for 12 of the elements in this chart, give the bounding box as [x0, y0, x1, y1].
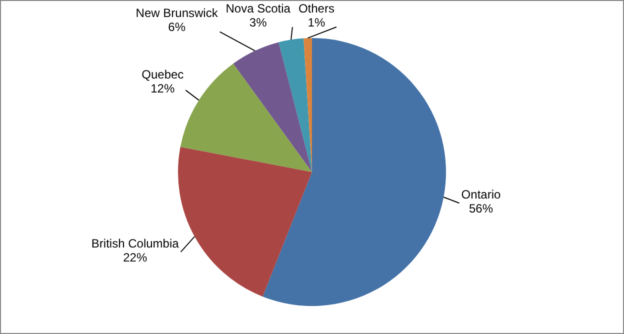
data-label: 22%	[123, 250, 148, 264]
slice-label: Ontario	[461, 187, 501, 202]
data-label: 3%	[249, 15, 268, 30]
data-label: 12%	[150, 81, 175, 96]
data-label: 1%	[308, 15, 326, 30]
slice-label: British Columbia	[91, 236, 180, 250]
slice-label: New Brunswick	[136, 6, 219, 20]
slice-label: Others	[298, 1, 334, 16]
slice-label: Nova Scotia	[226, 1, 291, 16]
data-label: 6%	[168, 20, 186, 34]
data-label: 56%	[468, 201, 494, 216]
slice-label: Quebec	[142, 67, 184, 82]
